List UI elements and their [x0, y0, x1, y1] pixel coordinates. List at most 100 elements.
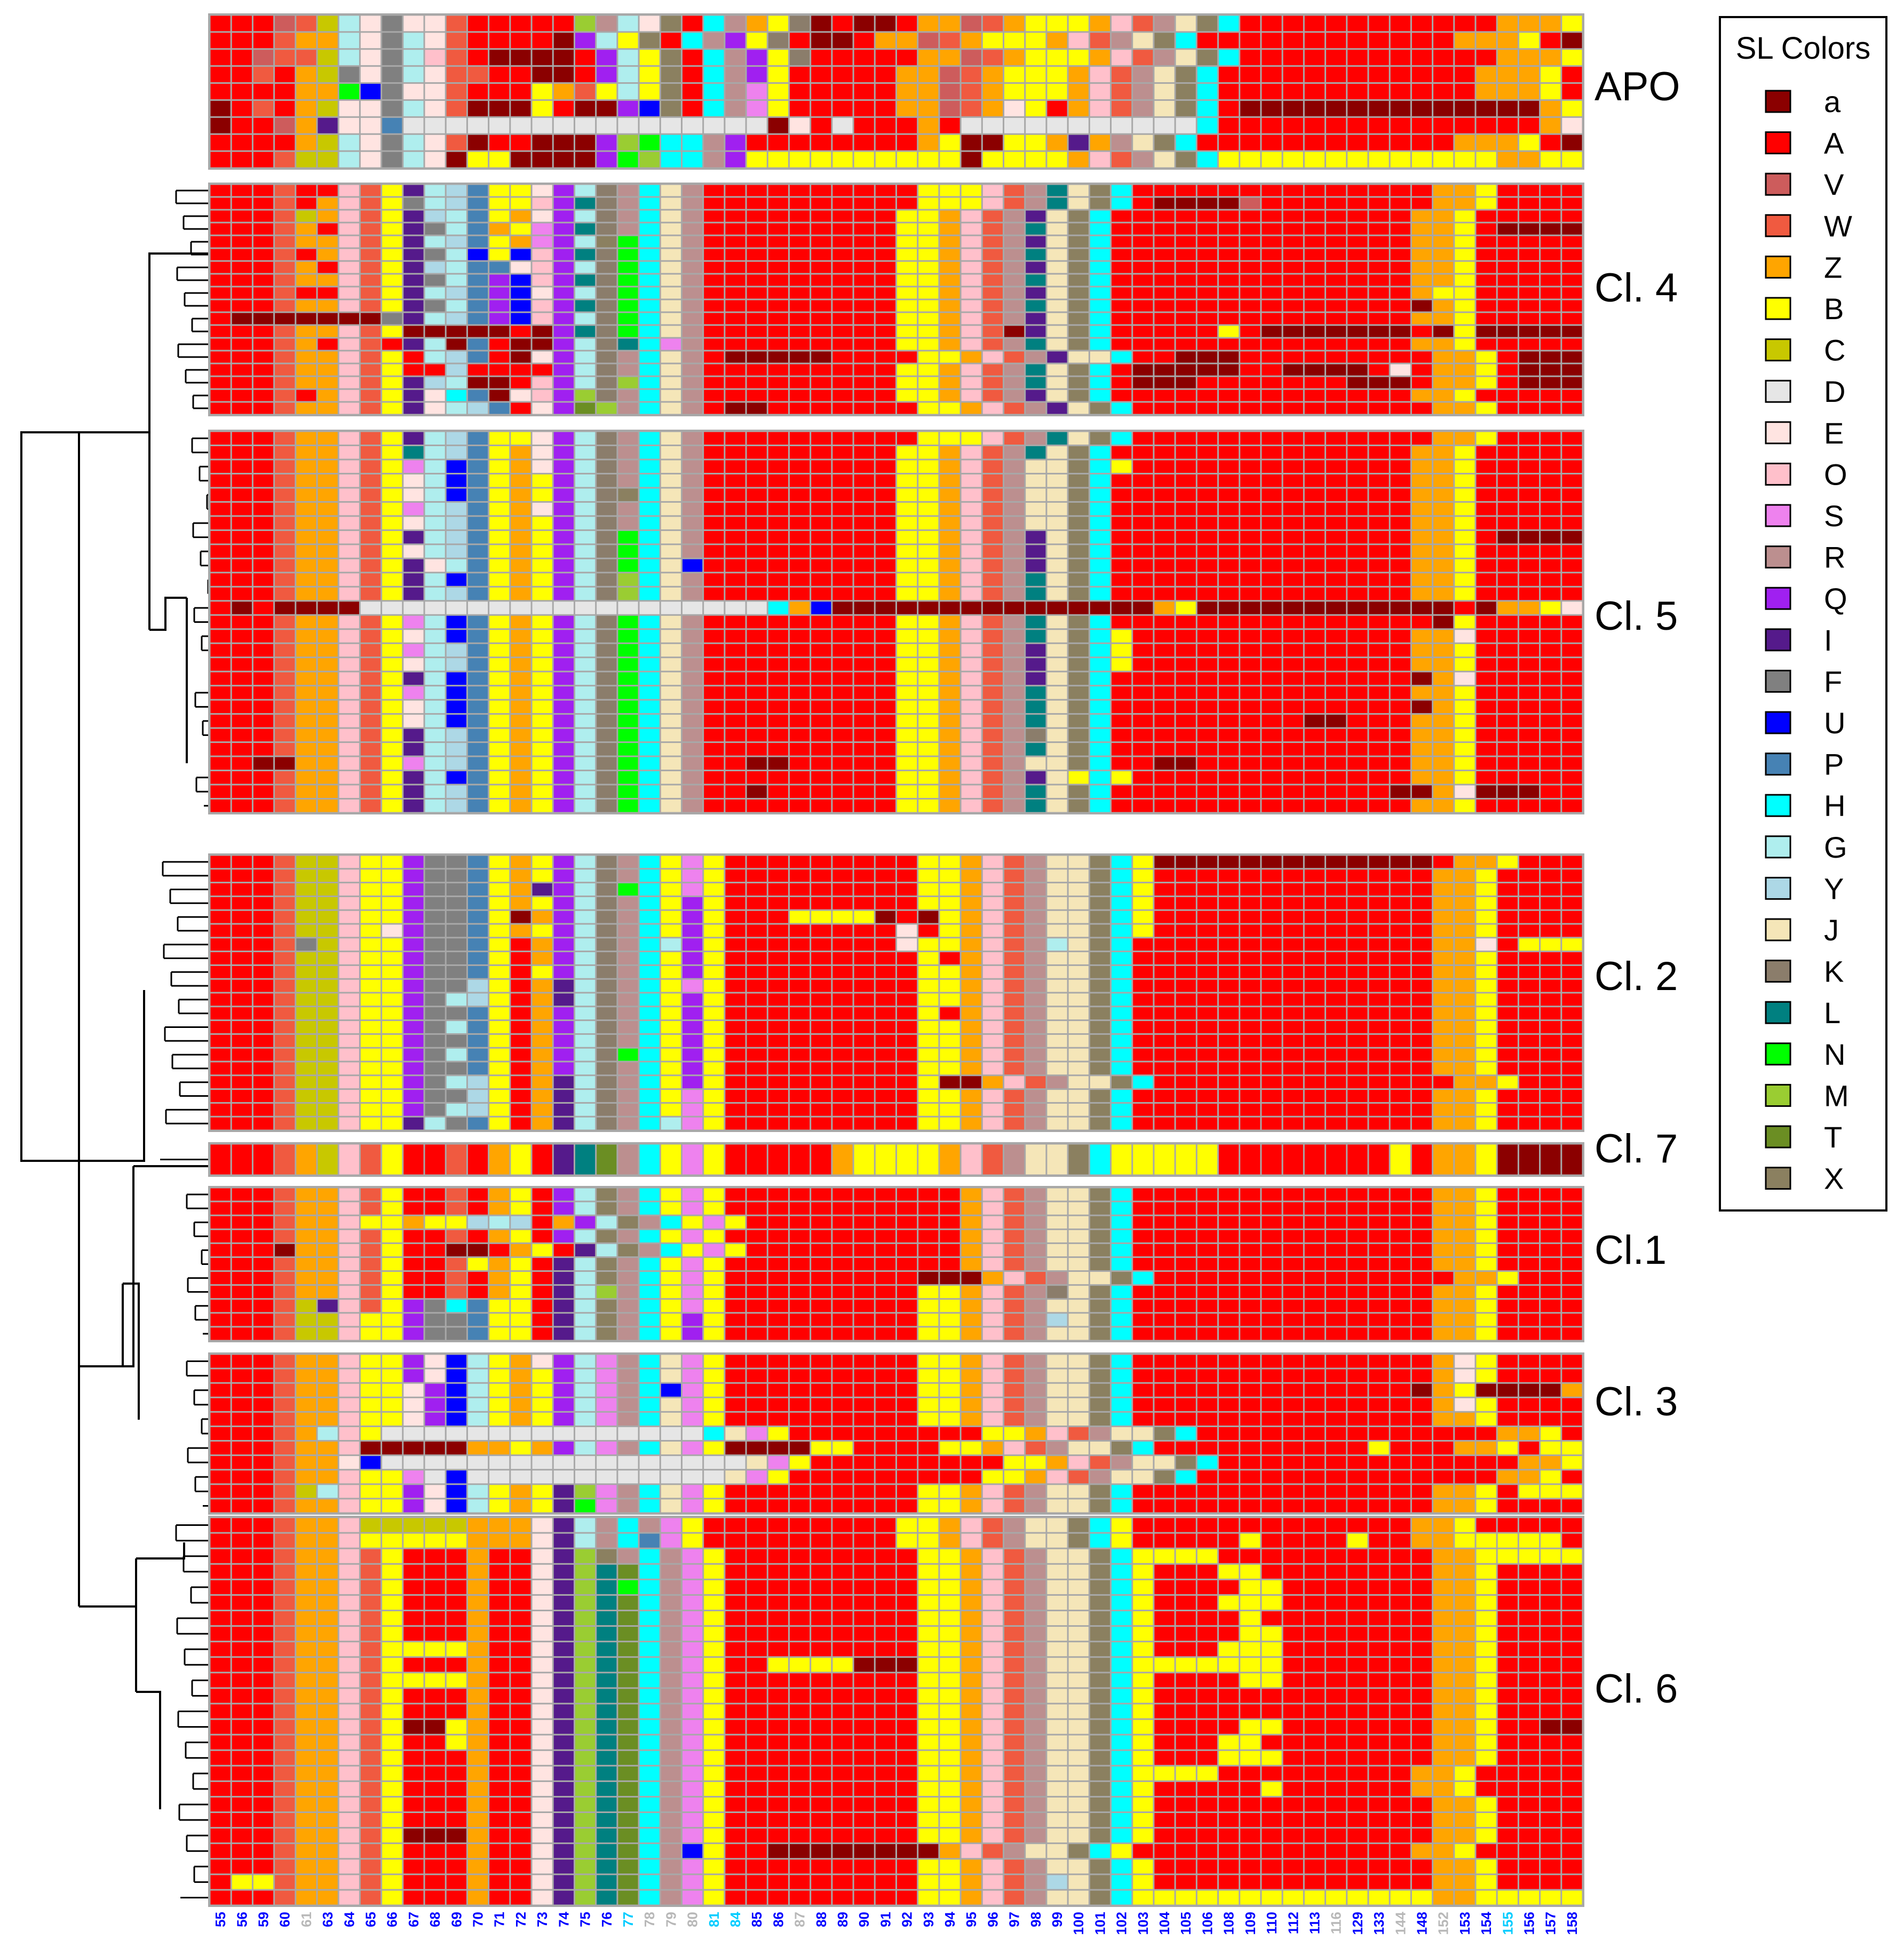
heatmap-cell — [1541, 351, 1561, 363]
heatmap-cell — [639, 223, 660, 235]
heatmap-cell — [1433, 965, 1454, 978]
heatmap-cell — [1240, 50, 1260, 66]
heatmap-cell — [532, 715, 552, 727]
heatmap-cell — [682, 1062, 703, 1075]
heatmap-cell — [704, 938, 724, 951]
heatmap-cell — [1519, 771, 1540, 784]
heatmap-cell — [210, 938, 231, 951]
heatmap-cell — [1326, 84, 1346, 99]
heatmap-cell — [1455, 601, 1475, 614]
heatmap-cell — [1390, 1021, 1410, 1033]
heatmap-cell — [1411, 287, 1432, 299]
heatmap-cell — [1219, 50, 1239, 66]
heatmap-cell — [768, 545, 788, 558]
heatmap-cell — [1240, 67, 1260, 83]
heatmap-cell — [1433, 644, 1454, 657]
heatmap-cell — [339, 856, 359, 868]
heatmap-cell — [1390, 351, 1410, 363]
heatmap-cell — [982, 338, 1003, 350]
heatmap-cell — [1347, 197, 1368, 209]
heatmap-cell — [553, 729, 574, 742]
heatmap-cell — [1455, 800, 1475, 812]
heatmap-cell — [1390, 1048, 1410, 1061]
heatmap-cell — [1133, 446, 1153, 459]
heatmap-cell — [553, 33, 574, 49]
heatmap-cell — [940, 474, 960, 487]
heatmap-cell — [854, 545, 874, 558]
heatmap-cell — [489, 700, 510, 714]
heatmap-cell — [232, 134, 252, 151]
heatmap-cell — [875, 1188, 895, 1201]
heatmap-cell — [1133, 743, 1153, 756]
heatmap-cell — [1304, 924, 1325, 937]
heatmap-cell — [854, 715, 874, 727]
heatmap-cell — [489, 658, 510, 671]
heatmap-cell — [597, 287, 617, 299]
heatmap-cell — [1497, 869, 1518, 882]
heatmap-cell — [232, 559, 252, 572]
heatmap-cell — [897, 446, 917, 459]
heatmap-cell — [811, 390, 831, 401]
heatmap-cell — [1240, 432, 1260, 445]
heatmap-cell — [1519, 743, 1540, 756]
heatmap-cell — [425, 559, 445, 572]
heatmap-cell — [575, 869, 596, 882]
heatmap-cell — [747, 67, 767, 83]
heatmap-cell — [511, 800, 531, 812]
heatmap-cell — [553, 559, 574, 572]
heatmap-cell — [1283, 1144, 1303, 1175]
heatmap-cell — [253, 377, 274, 389]
heatmap-cell — [1090, 800, 1110, 812]
heatmap-cell — [275, 938, 295, 951]
heatmap-cell — [1326, 1144, 1346, 1175]
heatmap-cell — [1262, 715, 1282, 727]
heatmap-cell — [768, 1007, 788, 1020]
heatmap-cell — [360, 1021, 381, 1033]
heatmap-cell — [253, 67, 274, 83]
heatmap-cell — [446, 488, 466, 501]
heatmap-cell — [982, 134, 1003, 151]
heatmap-cell — [897, 630, 917, 643]
heatmap-cell — [1262, 15, 1282, 31]
heatmap-cell — [768, 432, 788, 445]
heatmap-cell — [210, 658, 231, 671]
heatmap-cell — [1304, 743, 1325, 756]
heatmap-cell — [318, 338, 338, 350]
heatmap-cell — [446, 715, 466, 727]
heatmap-cell — [1347, 432, 1368, 445]
heatmap-cell — [725, 15, 745, 31]
dendrogram-leaf — [175, 1524, 208, 1542]
heatmap-cell — [532, 658, 552, 671]
heatmap-cell — [553, 287, 574, 299]
heatmap-cell — [339, 531, 359, 544]
heatmap-cell — [1390, 700, 1410, 714]
heatmap-cell — [253, 474, 274, 487]
heatmap-cell — [1133, 729, 1153, 742]
heatmap-cell — [425, 502, 445, 516]
heatmap-cell — [1433, 630, 1454, 643]
heatmap-cell — [210, 1076, 231, 1089]
heatmap-cell — [1411, 911, 1432, 923]
heatmap-cell — [704, 432, 724, 445]
heatmap-cell — [1026, 686, 1046, 699]
heatmap-cell — [618, 993, 638, 1006]
heatmap-cell — [403, 785, 424, 798]
heatmap-cell — [1262, 152, 1282, 168]
heatmap-cell — [1112, 262, 1132, 273]
heatmap-cell — [639, 700, 660, 714]
heatmap-cell — [532, 274, 552, 286]
heatmap-cell — [1262, 197, 1282, 209]
heatmap-cell — [511, 1103, 531, 1116]
heatmap-cell — [1519, 686, 1540, 699]
heatmap-cell — [489, 364, 510, 376]
heatmap-cell — [296, 33, 316, 49]
heatmap-cell — [1219, 531, 1239, 544]
heatmap-cell — [382, 402, 402, 414]
heatmap-cell — [467, 84, 488, 99]
heatmap-cell — [832, 262, 853, 273]
heatmap-cell — [1390, 134, 1410, 151]
heatmap-cell — [339, 117, 359, 133]
heatmap-cell — [1390, 686, 1410, 699]
heatmap-cell — [747, 249, 767, 260]
heatmap-cell — [210, 1202, 231, 1215]
